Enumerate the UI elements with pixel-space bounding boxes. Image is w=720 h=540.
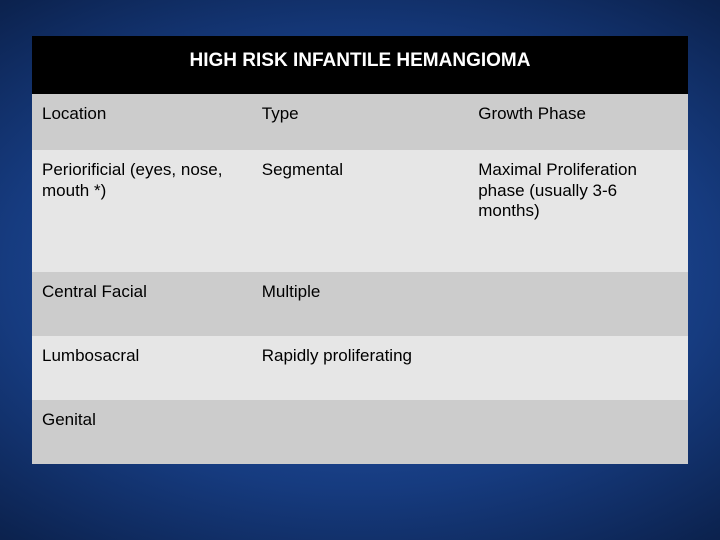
cell-type: Rapidly proliferating (252, 336, 468, 400)
cell-type: Segmental (252, 150, 468, 272)
cell-growth (468, 336, 688, 400)
table-title: HIGH RISK INFANTILE HEMANGIOMA (32, 36, 688, 94)
table-row: Periorificial (eyes, nose, mouth *) Segm… (32, 150, 688, 272)
cell-growth (468, 400, 688, 464)
cell-type (252, 400, 468, 464)
col-header-growth: Growth Phase (468, 94, 688, 150)
slide: HIGH RISK INFANTILE HEMANGIOMA Location … (0, 0, 720, 540)
cell-location: Central Facial (32, 272, 252, 336)
cell-location: Lumbosacral (32, 336, 252, 400)
table-row: Lumbosacral Rapidly proliferating (32, 336, 688, 400)
risk-table: HIGH RISK INFANTILE HEMANGIOMA Location … (32, 36, 688, 464)
cell-type: Multiple (252, 272, 468, 336)
table-row: Central Facial Multiple (32, 272, 688, 336)
cell-location: Genital (32, 400, 252, 464)
cell-growth: Maximal Proliferation phase (usually 3-6… (468, 150, 688, 272)
table-header-row: Location Type Growth Phase (32, 94, 688, 150)
cell-growth (468, 272, 688, 336)
table-title-row: HIGH RISK INFANTILE HEMANGIOMA (32, 36, 688, 94)
cell-location: Periorificial (eyes, nose, mouth *) (32, 150, 252, 272)
table-row: Genital (32, 400, 688, 464)
col-header-type: Type (252, 94, 468, 150)
col-header-location: Location (32, 94, 252, 150)
